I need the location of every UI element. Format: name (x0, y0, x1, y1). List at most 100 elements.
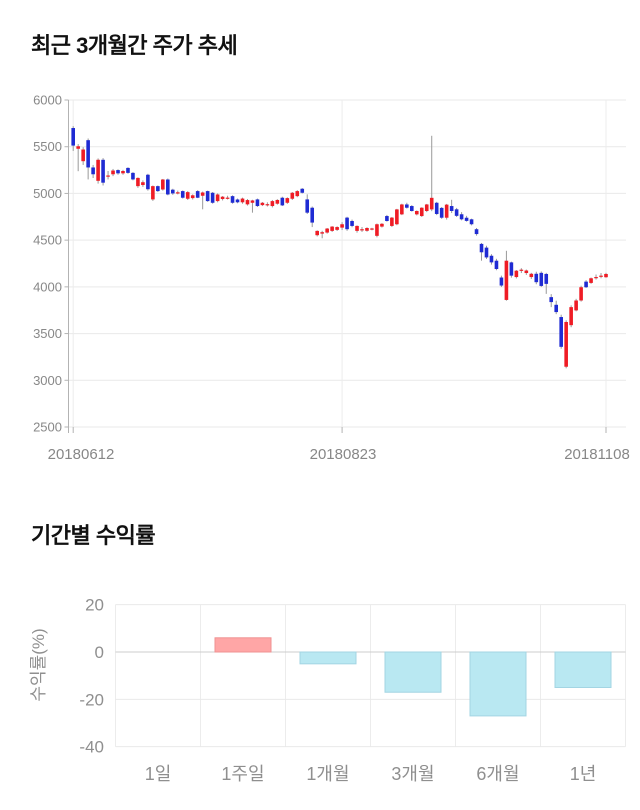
candle-body (604, 273, 608, 278)
candle-body (330, 226, 334, 231)
candle-body (385, 216, 389, 221)
candle-body (225, 197, 230, 199)
candle-body (365, 227, 369, 231)
candle-body (529, 273, 534, 278)
candle-body (161, 179, 165, 190)
candle-body (290, 192, 295, 199)
candle-body (350, 220, 354, 226)
candle-body (345, 217, 349, 230)
candle-body (96, 159, 100, 181)
candle-body (285, 198, 290, 203)
y-tick-label: 4000 (33, 279, 62, 294)
candle-body (380, 223, 384, 227)
candle-body (405, 204, 409, 208)
candle-body (499, 277, 504, 286)
candle-body (514, 270, 519, 278)
y-tick-label: 5000 (33, 186, 62, 201)
candle-body (265, 204, 270, 206)
candle-body (270, 201, 275, 207)
x-tick-label: 1주일 (221, 764, 264, 784)
candle-body (131, 172, 135, 180)
x-tick-label: 20180823 (310, 446, 377, 463)
candle-body (245, 200, 250, 205)
candle-body (524, 270, 529, 274)
bar (554, 651, 612, 689)
candle-body (549, 297, 554, 303)
returns-title: 기간별 수익률 (31, 523, 156, 548)
candle-body (474, 229, 479, 235)
grid-lines (115, 604, 626, 748)
returns-chart: 20 0 -20 -40 수익률(%) 1일 1주일 1개월 3개월 6개월 1년 (0, 575, 640, 810)
candle-body (335, 227, 339, 230)
candle-body (240, 198, 245, 203)
y-tick-label: 3000 (33, 373, 62, 388)
candle-body (439, 207, 444, 218)
candle-body (449, 206, 454, 211)
candle-body (419, 207, 424, 217)
candle-body (310, 207, 315, 223)
x-axis-labels: 20180612 20180823 20181108 (48, 446, 630, 463)
candle-body (444, 204, 449, 218)
candle-body (544, 273, 549, 284)
candle-body (305, 199, 310, 213)
candle-body (200, 192, 205, 196)
price-trend-chart: 6000 5500 5000 4500 4000 3500 3000 2500 20180612… (0, 70, 640, 470)
y-tick-label: 3500 (33, 326, 62, 341)
candle-body (230, 196, 235, 203)
candle-body (459, 214, 464, 220)
candle-body (295, 191, 300, 197)
bar (299, 651, 357, 665)
candle-body (355, 225, 359, 231)
bar (214, 637, 272, 653)
candle-body (469, 219, 474, 225)
candle-body (175, 192, 180, 194)
candle-body (569, 307, 573, 326)
candle-body (195, 191, 200, 198)
candle-body (325, 228, 329, 233)
candle-body (185, 192, 190, 199)
x-tick-label: 1년 (570, 764, 597, 784)
candle-body (151, 186, 155, 200)
y-tick-label: 0 (95, 643, 104, 662)
candle-body (111, 170, 115, 175)
candle-body (210, 192, 215, 203)
candle-body (180, 191, 185, 198)
candle-body (594, 277, 598, 279)
candle-body (559, 317, 563, 347)
candle-body (479, 243, 484, 253)
x-tick-label: 6개월 (476, 764, 519, 784)
candle-body (579, 287, 583, 301)
candle-body (255, 199, 260, 207)
y-tick-label: 4500 (33, 233, 62, 248)
candle-body (464, 217, 469, 221)
candle-body (370, 228, 374, 230)
candle-body (340, 224, 344, 228)
candle-body (400, 204, 404, 215)
candle-body (494, 260, 499, 270)
x-tick-label: 1개월 (306, 764, 349, 784)
candle-body (300, 188, 305, 193)
candle-body (146, 174, 150, 190)
grid-lines (68, 99, 626, 433)
y-axis: 20 0 -20 -40 (79, 596, 104, 757)
y-tick-label: -40 (79, 738, 104, 757)
candle-body (116, 170, 120, 174)
candle-body (390, 217, 394, 226)
candle-body (574, 300, 578, 311)
candle-body (101, 159, 105, 183)
x-tick-label: 20181108 (564, 446, 630, 463)
candle-body (81, 149, 85, 162)
candle-body (484, 247, 489, 258)
candle-body (320, 232, 324, 234)
candle-body (215, 194, 220, 202)
x-tick-label: 3개월 (391, 764, 434, 784)
y-tick-label: -20 (79, 690, 104, 709)
candle-body (170, 189, 175, 194)
candle-body (534, 273, 539, 283)
price-trend-title: 최근 3개월간 주가 추세 (31, 33, 238, 58)
candle-body (156, 186, 160, 192)
candle-body (91, 167, 95, 175)
candle-body (166, 179, 170, 195)
y-tick-label: 20 (85, 596, 104, 615)
candle-body (250, 200, 255, 203)
